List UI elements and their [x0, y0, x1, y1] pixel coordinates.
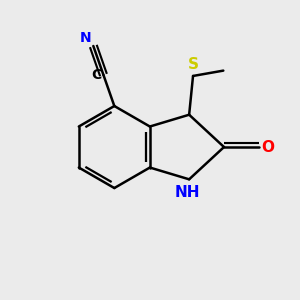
- Text: S: S: [188, 57, 199, 72]
- Text: O: O: [261, 140, 274, 154]
- Text: N: N: [80, 31, 92, 44]
- Text: NH: NH: [175, 185, 200, 200]
- Text: C: C: [91, 68, 101, 82]
